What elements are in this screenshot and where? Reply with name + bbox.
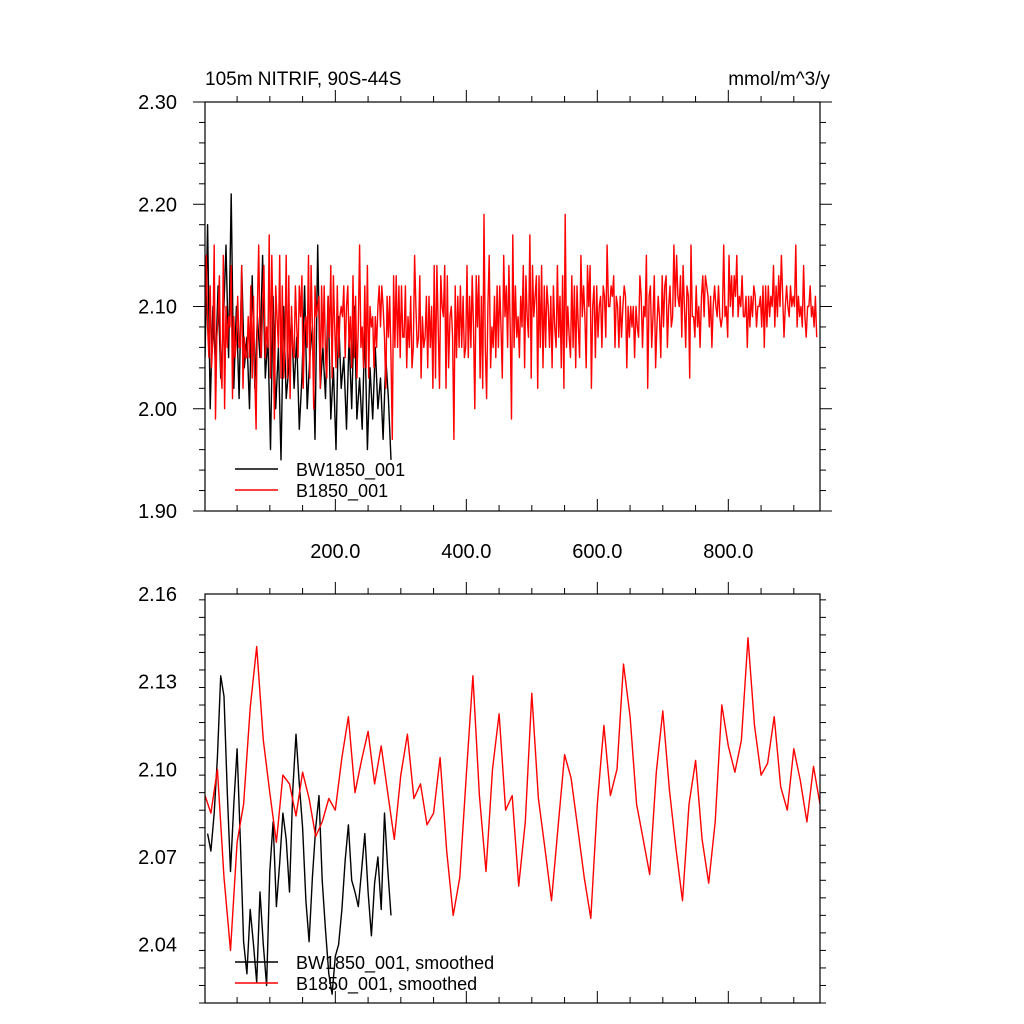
x-tick-label: 400.0 xyxy=(441,541,491,563)
y-tick-label: 2.30 xyxy=(138,92,177,114)
units-label: mmol/m^3/y xyxy=(728,69,830,90)
y-tick-label: 2.16 xyxy=(138,584,177,606)
chart-title: 105m NITRIF, 90S-44S xyxy=(205,69,401,90)
y-tick-label: 2.00 xyxy=(138,399,177,421)
legend-label: BW1850_001 xyxy=(296,460,405,481)
y-tick-label: 2.13 xyxy=(138,672,177,694)
bottom-panel: 2.04 2.07 2.10 2.13 2.16 BW1850_001, smoothed… xyxy=(138,582,826,1004)
y-tick-label: 2.20 xyxy=(138,194,177,216)
y-tick-label: 2.04 xyxy=(138,935,177,957)
x-tick-label: 600.0 xyxy=(572,541,622,563)
series-line-b1850 xyxy=(205,637,820,952)
x-tick-label: 800.0 xyxy=(703,541,753,563)
legend-label: B1850_001, smoothed xyxy=(296,974,477,995)
legend-label: B1850_001 xyxy=(296,481,388,502)
y-tick-label: 1.90 xyxy=(138,501,177,523)
series-line-bw1850 xyxy=(205,193,392,461)
y-tick-label: 2.10 xyxy=(138,297,177,319)
y-tick-label: 2.07 xyxy=(138,847,177,869)
legend-label: BW1850_001, smoothed xyxy=(296,953,494,974)
x-tick-label: 200.0 xyxy=(310,541,360,563)
series-line-bw1850 xyxy=(206,675,392,995)
top-panel: 1.90 2.00 2.10 2.20 2.30 200.0 400.0 600.0 800.0… xyxy=(138,69,832,563)
y-tick-label: 2.10 xyxy=(138,759,177,781)
series-line-b1850 xyxy=(205,213,818,441)
plot-frame xyxy=(204,593,821,1004)
